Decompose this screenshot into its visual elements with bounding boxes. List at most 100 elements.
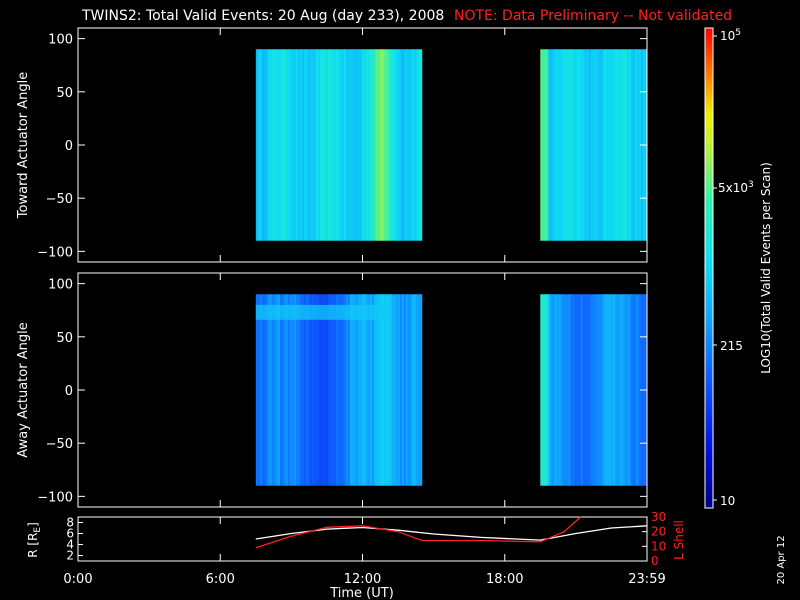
heatmap-column [562,49,565,241]
heatmap-column [405,49,409,241]
heatmap-column [544,49,547,241]
heatmap-column [594,294,598,486]
heatmap-column [329,49,333,241]
heatmap-column [301,49,305,241]
heatmap-column [389,294,393,486]
heatmap-column [413,294,417,486]
heatmap-column [265,294,269,486]
heatmap-column [411,294,415,486]
colorbar-tick-min: 10 [720,494,735,508]
time-axis-ticks: 0:00 6:00 12:00 18:00 23:59 [63,28,666,587]
heatmap-column [415,294,419,486]
heatmap-column [263,294,267,486]
heatmap-column [355,294,359,486]
heatmap-column [259,49,263,241]
heatmap-column [333,294,337,486]
heatmap-column [273,294,277,486]
colorbar-tick-215: 215 [720,339,743,353]
heatmap-column [343,49,347,241]
heatmap-column [624,49,628,241]
heatmap-column [283,49,287,241]
heatmap-column [333,49,337,241]
heatmap-column [349,49,353,241]
y-tick-label: −100 [37,490,73,505]
heatmap-column [564,294,567,486]
heatmap-column [321,49,325,241]
heatmap-column [371,294,375,486]
colorbar-gradient [705,28,713,508]
x-tick-label: 0:00 [63,572,92,587]
heatmap-column [285,294,289,486]
heatmap-column [582,294,586,486]
heatmap-column [269,49,273,241]
heatmap-column [365,294,369,486]
heatmap-column [301,294,305,486]
heatmap-column [261,49,265,241]
heatmap-column [586,49,590,241]
heatmap-column [399,294,403,486]
heatmap-column [289,294,293,486]
heatmap-column [385,49,389,241]
heatmap-column [399,49,403,241]
heatmap-column [584,294,588,486]
heatmap-column [417,49,421,241]
heatmap-column [279,49,283,241]
heatmap-column [293,49,297,241]
heatmap-column [584,49,588,241]
heatmap-column [594,49,598,241]
heatmap-column [604,49,608,241]
heatmap-column [281,294,285,486]
heatmap-column [325,294,329,486]
heatmap-column [562,294,565,486]
y-tick-label: 100 [48,278,73,293]
heatmap-column [564,49,567,241]
heatmap-column [393,49,397,241]
heatmap-column [367,294,371,486]
heatmap-column [275,294,279,486]
heatmap-column [600,294,604,486]
heatmap-column [397,49,401,241]
heatmap-column [612,294,616,486]
heatmap-column [337,294,341,486]
away-heatmap-cells [255,294,648,486]
heatmap-column [405,294,409,486]
heatmap-column [542,294,545,486]
heatmap-column [570,294,574,486]
heatmap-column [546,49,549,241]
heatmap-column [554,49,557,241]
heatmap-column [409,49,413,241]
heatmap-column [604,294,608,486]
heatmap-column [636,49,640,241]
heatmap-column [311,49,315,241]
heatmap-column [347,294,351,486]
heatmap-column [305,49,309,241]
heatmap-column [560,294,563,486]
heatmap-column [568,49,571,241]
l-shell-tick-label: 20 [651,525,666,539]
x-tick-label: 6:00 [206,572,235,587]
heatmap-column [618,294,622,486]
r-tick-label: 8 [66,516,74,530]
heatmap-column [570,49,574,241]
heatmap-column [558,49,561,241]
heatmap-column [556,294,559,486]
heatmap-column [257,49,261,241]
heatmap-column [614,294,618,486]
heatmap-column [626,294,630,486]
heatmap-column [630,294,634,486]
heatmap-column [377,294,381,486]
heatmap-column [357,49,361,241]
x-tick-label: 23:59 [628,572,665,587]
heatmap-column [381,294,385,486]
heatmap-column [291,294,295,486]
r-tick-label: 6 [66,527,74,541]
heatmap-column [361,49,365,241]
heatmap-column [281,49,285,241]
heatmap-column [395,49,399,241]
heatmap-column [588,294,592,486]
heatmap-column [391,294,395,486]
heatmap-column [383,49,387,241]
heatmap-column [379,294,383,486]
heatmap-column [353,294,357,486]
